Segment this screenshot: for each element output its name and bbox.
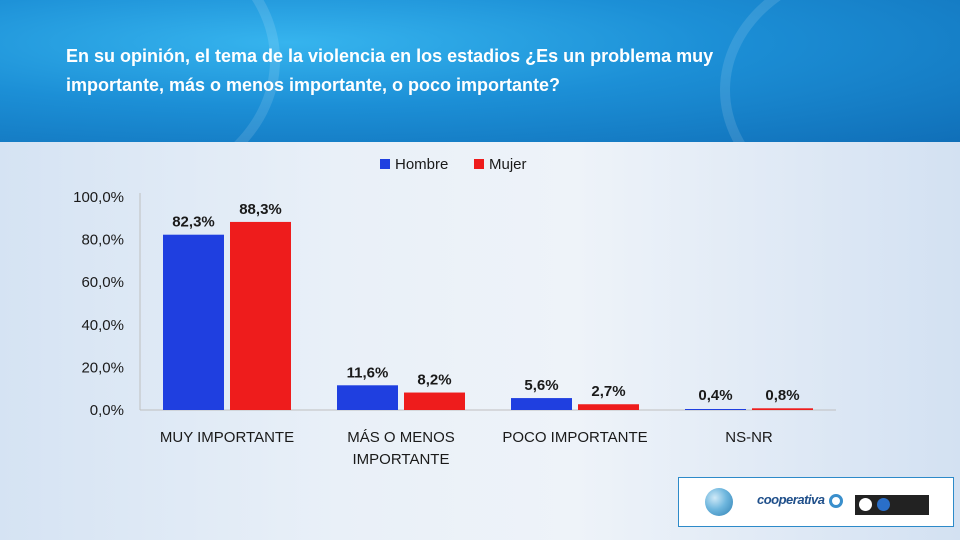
slide-background: [0, 142, 960, 540]
x-category-label: POCO IMPORTANTE: [502, 429, 647, 446]
bar-mujer: [752, 408, 813, 410]
x-category-label: IMPORTANTE: [353, 451, 450, 468]
logo-panel: cooperativa: [678, 477, 954, 527]
uc-emblem-icon: [859, 498, 872, 511]
data-label: 82,3%: [172, 214, 215, 231]
bar-mujer: [578, 404, 639, 410]
cooperativa-ring-icon: [829, 494, 843, 508]
y-tick-label: 0,0%: [90, 402, 124, 419]
data-label: 8,2%: [417, 372, 451, 389]
legend-label-mujer: Mujer: [489, 156, 527, 173]
y-tick-label: 60,0%: [81, 274, 124, 291]
title-line-1: En su opinión, el tema de la violencia e…: [66, 46, 714, 66]
x-category-label: MUY IMPORTANTE: [160, 429, 294, 446]
decorative-swirl: [720, 0, 960, 142]
data-label: 5,6%: [524, 377, 558, 394]
decorative-swirl: [0, 0, 280, 142]
legend-swatch-hombre: [380, 159, 390, 169]
legend-label-hombre: Hombre: [395, 156, 448, 173]
radio-cooperativa-logo: cooperativa: [757, 492, 825, 507]
data-label: 2,7%: [591, 383, 625, 400]
data-label: 0,8%: [765, 387, 799, 404]
bar-hombre: [337, 385, 398, 410]
bar-hombre: [163, 234, 224, 410]
x-category-label: MÁS O MENOS: [347, 429, 455, 446]
data-label: 11,6%: [347, 364, 389, 381]
bar-hombre: [685, 409, 746, 410]
legend-swatch-mujer: [474, 159, 484, 169]
bar-hombre: [511, 398, 572, 410]
x-category-label: NS-NR: [725, 429, 773, 446]
bar-mujer: [404, 392, 465, 410]
title-line-2: importante, más o menos importante, o po…: [66, 75, 561, 95]
data-label: 0,4%: [698, 387, 732, 404]
y-tick-label: 40,0%: [81, 317, 124, 334]
bar-mujer: [230, 221, 291, 410]
uc-circle-icon: [877, 498, 890, 511]
globe-logo-icon: [705, 488, 733, 516]
data-label: 88,3%: [239, 201, 282, 218]
page-title: En su opinión, el tema de la violencia e…: [66, 42, 866, 100]
y-tick-label: 100,0%: [73, 189, 124, 206]
bar-chart: Hombre Mujer 0,0% 20,0% 40,0% 60,0% 80,0% 100,0…: [73, 156, 836, 468]
universidad-central-logo: [855, 495, 929, 515]
y-tick-label: 20,0%: [81, 359, 124, 376]
header-banner: En su opinión, el tema de la violencia e…: [0, 0, 960, 142]
y-tick-label: 80,0%: [81, 232, 124, 249]
